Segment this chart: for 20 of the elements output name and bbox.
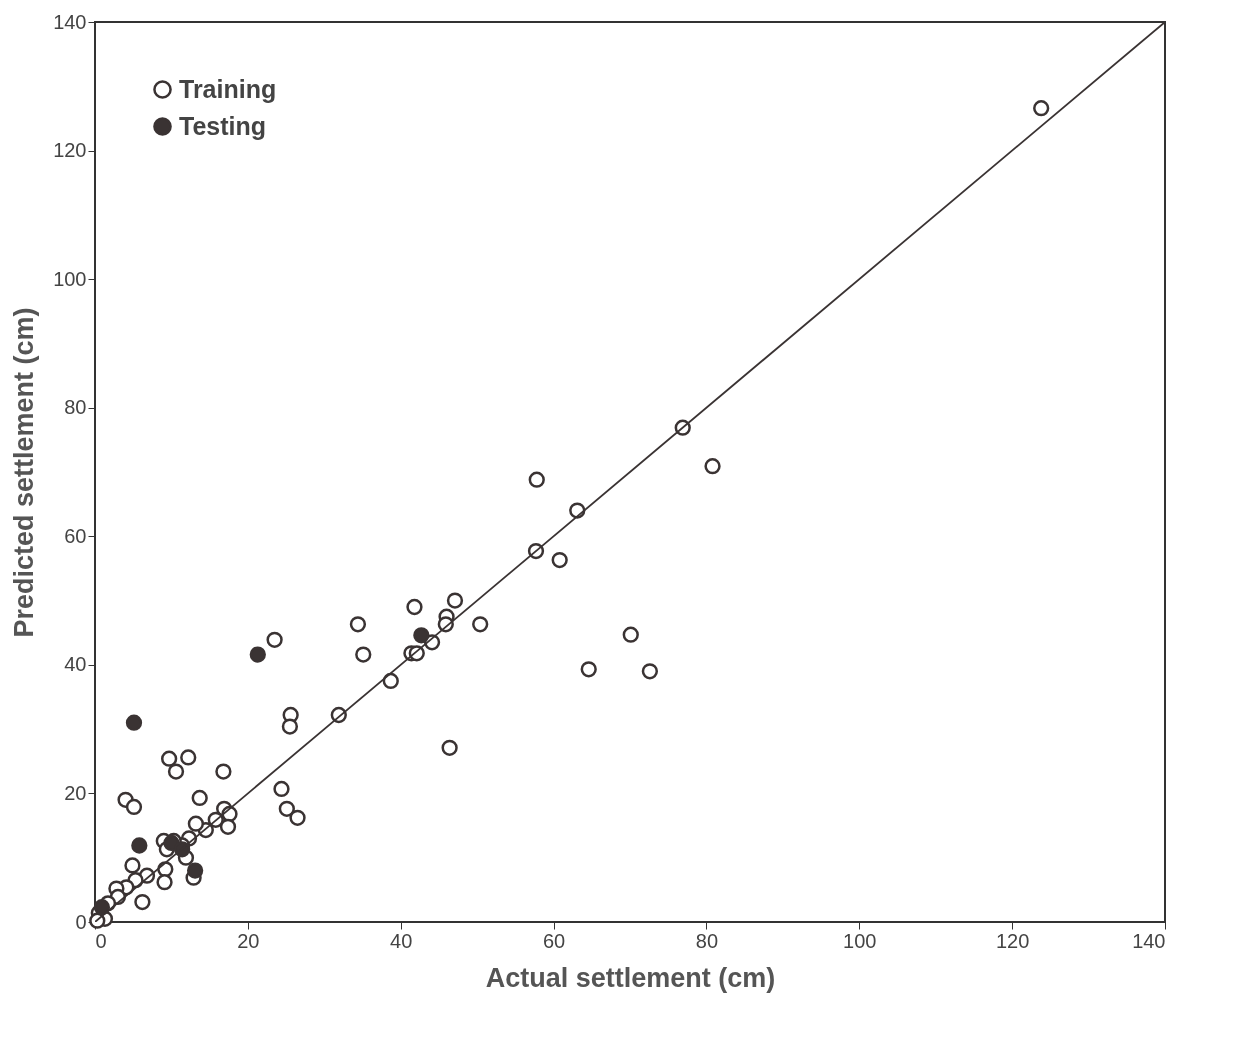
y-tick-label: 20: [64, 781, 87, 804]
y-tick-label: 140: [53, 10, 87, 33]
y-tick-label: 100: [53, 267, 87, 290]
x-tick-label: 40: [390, 929, 413, 952]
y-tick-label: 120: [53, 139, 87, 162]
x-tick-label: 0: [95, 929, 107, 952]
x-axis-title: Actual settlement (cm): [485, 962, 776, 993]
y-tick-label: 80: [64, 396, 87, 419]
x-tick-label: 80: [695, 929, 719, 952]
x-tick-label: 20: [237, 929, 260, 952]
y-tick-label: 0: [75, 910, 87, 933]
legend-label: Testing: [179, 111, 267, 140]
y-tick-label: 40: [64, 653, 87, 676]
y-axis-title: Predicted settlement (cm): [9, 307, 40, 638]
x-tick-label: 100: [843, 929, 877, 952]
y-tick-label: 60: [64, 524, 87, 547]
x-tick-label: 60: [542, 929, 566, 952]
x-tick-label: 120: [995, 929, 1030, 952]
x-tick-label: 140: [1132, 929, 1166, 952]
legend-label: Training: [179, 74, 277, 103]
